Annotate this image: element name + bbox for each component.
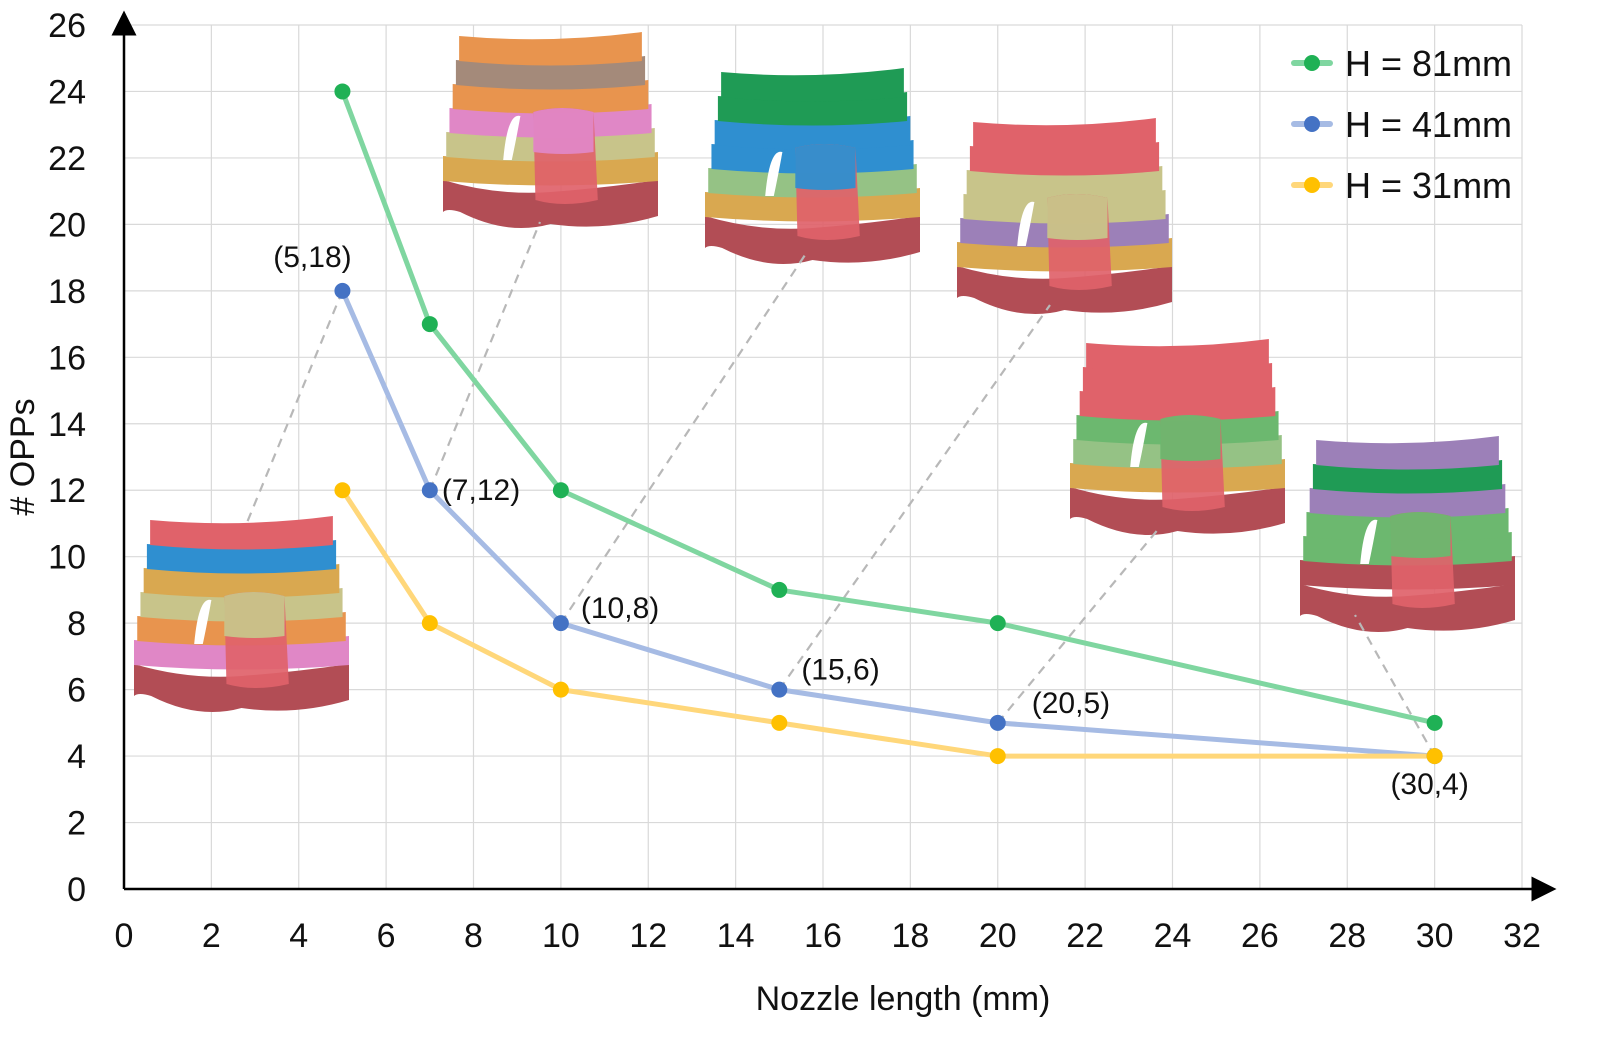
model-image-20mm xyxy=(1070,339,1285,535)
legend-swatch-marker xyxy=(1304,116,1320,132)
model-image-30mm xyxy=(1300,436,1515,632)
x-axis-title: Nozzle length (mm) xyxy=(756,980,1051,1018)
model-image-5mm xyxy=(134,516,349,712)
point-annotation: (20,5) xyxy=(1032,687,1110,720)
y-tick-label: 2 xyxy=(67,805,86,843)
series-2-point xyxy=(989,748,1006,765)
x-tick-label: 2 xyxy=(202,917,221,955)
y-tick-label: 20 xyxy=(48,206,86,244)
series-2-point xyxy=(552,681,569,698)
series-2-point xyxy=(421,615,438,632)
point-annotation: (30,4) xyxy=(1390,768,1468,801)
legend-label: H = 31mm xyxy=(1345,165,1512,206)
point-annotation: (7,12) xyxy=(442,474,520,507)
y-tick-label: 26 xyxy=(48,7,86,45)
series-0-point xyxy=(989,615,1006,632)
y-tick-label: 8 xyxy=(67,605,86,643)
legend: H = 81mm H = 41mm H = 31mm xyxy=(1291,43,1512,206)
leader-line xyxy=(778,304,1051,691)
series-0-point xyxy=(1426,714,1443,731)
y-tick-label: 18 xyxy=(48,273,86,311)
series-group xyxy=(334,83,1443,765)
x-tick-label: 4 xyxy=(289,917,308,955)
legend-item: H = 41mm xyxy=(1291,104,1512,145)
y-tick-label: 16 xyxy=(48,339,86,377)
legend-label: H = 41mm xyxy=(1345,104,1512,145)
point-annotation: (10,8) xyxy=(581,592,659,625)
x-tick-label: 16 xyxy=(804,917,842,955)
x-tick-label: 28 xyxy=(1328,917,1366,955)
model-image-7mm xyxy=(443,32,658,228)
x-tick-label: 0 xyxy=(115,917,134,955)
series-2-point xyxy=(334,482,351,499)
series-1-point xyxy=(771,681,788,698)
x-tick-label: 30 xyxy=(1416,917,1454,955)
x-tick-label: 14 xyxy=(717,917,755,955)
series-1-point xyxy=(989,714,1006,731)
leader-line xyxy=(996,526,1161,724)
legend-label: H = 81mm xyxy=(1345,43,1512,84)
y-tick-label: 24 xyxy=(48,73,86,111)
series-line-1 xyxy=(339,288,1438,759)
x-tick-label: 18 xyxy=(891,917,929,955)
series-1-point xyxy=(334,282,351,299)
x-tick-label: 26 xyxy=(1241,917,1279,955)
x-tick-label: 6 xyxy=(377,917,396,955)
leader-line xyxy=(1354,614,1436,757)
x-tick-label: 24 xyxy=(1154,917,1192,955)
series-1-point xyxy=(552,615,569,632)
series-0-point xyxy=(421,316,438,333)
y-tick-label: 6 xyxy=(67,672,86,710)
point-annotation: (5,18) xyxy=(273,241,351,274)
point-annotation: (15,6) xyxy=(801,654,879,687)
model-image-15mm xyxy=(957,118,1172,314)
legend-item: H = 81mm xyxy=(1291,43,1512,84)
x-tick-label: 12 xyxy=(629,917,667,955)
y-tick-label: 12 xyxy=(48,472,86,510)
series-0-point xyxy=(334,83,351,100)
series-1-point xyxy=(421,482,438,499)
legend-item: H = 31mm xyxy=(1291,165,1512,206)
series-0-point xyxy=(771,581,788,598)
leader-line xyxy=(559,254,806,624)
y-tick-label: 4 xyxy=(67,738,86,776)
y-tick-label: 22 xyxy=(48,140,86,178)
series-2-point xyxy=(771,714,788,731)
leader-lines xyxy=(244,221,1436,757)
leader-line xyxy=(428,221,542,491)
model-images xyxy=(134,32,1515,712)
series-2-point xyxy=(1426,748,1443,765)
y-tick-label: 0 xyxy=(67,871,86,909)
x-tick-label: 20 xyxy=(979,917,1017,955)
legend-swatch-marker xyxy=(1304,55,1320,71)
y-axis-title: # OPPs xyxy=(4,398,42,515)
x-tick-label: 32 xyxy=(1503,917,1541,955)
annotations: (5,18) (7,12) (10,8) (15,6) (20,5) (30,4) xyxy=(273,241,1469,801)
x-tick-label: 10 xyxy=(542,917,580,955)
model-image-10mm xyxy=(705,68,920,264)
legend-swatch-marker xyxy=(1304,177,1320,193)
axes: 0 2 4 6 8 10 12 14 16 18 20 22 24 26 28 30 3202468101214… xyxy=(4,7,1557,1018)
series-line-2 xyxy=(339,487,1438,759)
y-tick-label: 14 xyxy=(48,406,86,444)
leader-line xyxy=(244,290,344,526)
x-tick-label: 22 xyxy=(1066,917,1104,955)
x-tick-label: 8 xyxy=(464,917,483,955)
y-tick-label: 10 xyxy=(48,539,86,577)
series-0-point xyxy=(552,482,569,499)
series-line-0 xyxy=(339,88,1438,726)
